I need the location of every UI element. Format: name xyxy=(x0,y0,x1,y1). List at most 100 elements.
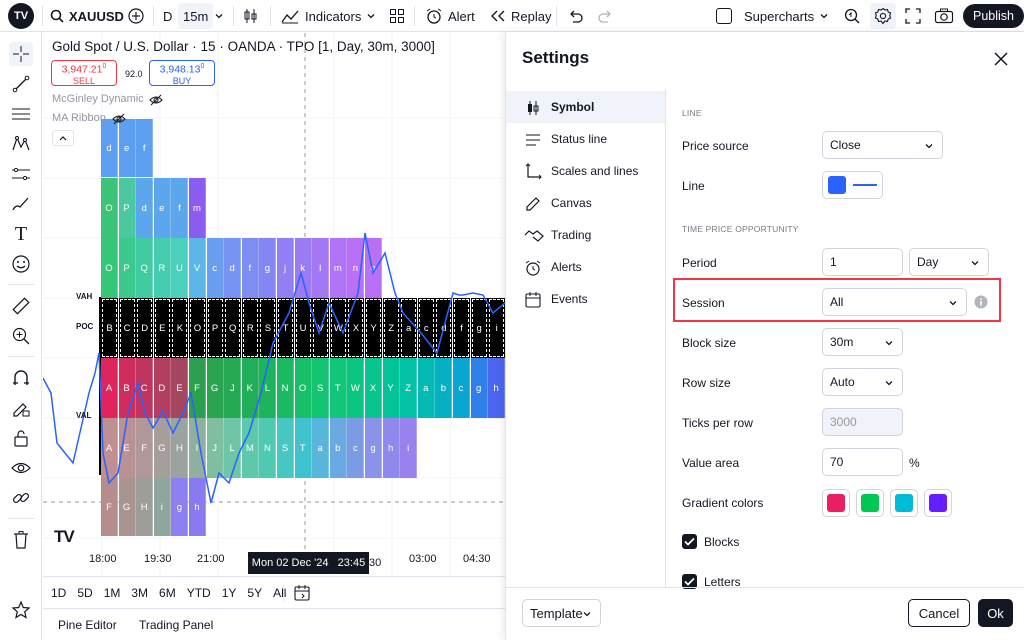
star-favorites-icon[interactable] xyxy=(9,598,33,622)
cancel-button[interactable]: Cancel xyxy=(908,599,970,627)
period-input[interactable]: 1 xyxy=(822,248,903,276)
quick-search-icon[interactable] xyxy=(843,0,861,32)
tradingview-logo-icon[interactable]: TV xyxy=(8,0,34,32)
ticks-per-row-input[interactable]: 3000 xyxy=(822,408,903,436)
letters-checkbox[interactable] xyxy=(682,574,697,589)
redo-icon[interactable] xyxy=(598,0,614,32)
range-6m[interactable]: 6M xyxy=(159,586,176,600)
collapse-legend-chevron-up-icon[interactable] xyxy=(52,130,74,146)
range-all[interactable]: All xyxy=(273,586,287,600)
value-area-input[interactable]: 70 xyxy=(822,448,903,476)
tpo-block: F xyxy=(136,418,154,478)
magnet-icon[interactable] xyxy=(9,366,33,390)
legend-mcginley[interactable]: McGinley Dynamic xyxy=(52,93,144,105)
session-select[interactable]: All xyxy=(822,288,967,316)
gradient-color-1[interactable] xyxy=(822,489,850,517)
tpo-block: c xyxy=(206,238,224,298)
legend-ma-ribbon[interactable]: MA Ribbon xyxy=(52,112,106,124)
alert-button[interactable]: Alert xyxy=(425,0,475,32)
ok-button[interactable]: Ok xyxy=(978,599,1013,627)
crosshair-icon[interactable] xyxy=(9,42,33,66)
nav-symbol[interactable]: Symbol xyxy=(506,91,665,123)
session-value: All xyxy=(830,295,844,309)
range-1m[interactable]: 1M xyxy=(103,586,121,600)
sell-button[interactable]: 3,947.210 SELL xyxy=(51,60,117,86)
interval-d[interactable]: D xyxy=(163,8,173,24)
publish-button[interactable]: Publish xyxy=(963,4,1024,28)
calendar-goto-icon[interactable] xyxy=(293,584,311,602)
gradient-color-2[interactable] xyxy=(856,489,884,517)
layout-button[interactable]: Supercharts xyxy=(716,0,814,32)
fullscreen-icon[interactable] xyxy=(905,0,921,32)
gradient-color-3[interactable] xyxy=(890,489,918,517)
settings-gear-icon[interactable] xyxy=(870,3,896,29)
nav-label: Alerts xyxy=(551,260,582,274)
block-size-select[interactable]: 30m xyxy=(822,328,903,356)
template-dropdown[interactable]: Template xyxy=(522,599,601,627)
gradient-color-4[interactable] xyxy=(924,489,952,517)
range-1d[interactable]: 1D xyxy=(51,586,67,600)
info-icon[interactable] xyxy=(974,295,988,309)
nav-status-line[interactable]: Status line xyxy=(506,123,665,155)
range-5y[interactable]: 5Y xyxy=(247,586,263,600)
tab-pine-editor[interactable]: Pine Editor xyxy=(58,618,117,632)
period-unit-select[interactable]: Day xyxy=(909,248,989,276)
blocks-checkbox[interactable] xyxy=(682,534,697,549)
nav-alerts[interactable]: Alerts xyxy=(506,251,665,283)
replay-button[interactable]: Replay xyxy=(490,0,551,32)
tpo-block: g xyxy=(470,358,488,418)
compare-button[interactable] xyxy=(128,0,144,32)
tab-trading-panel[interactable]: Trading Panel xyxy=(139,618,214,632)
tpo-block: c xyxy=(417,298,435,358)
interval-15m[interactable]: 15m xyxy=(178,3,214,29)
link-icon[interactable] xyxy=(9,486,33,510)
chart-type-candles-icon[interactable] xyxy=(242,0,260,32)
line-style-picker[interactable] xyxy=(822,171,883,199)
tpo-block: a xyxy=(400,298,418,358)
symbol-search-button[interactable]: XAUUSD xyxy=(50,0,124,32)
trend-line-icon[interactable] xyxy=(9,72,33,96)
row-size-select[interactable]: Auto xyxy=(822,368,903,396)
nav-trading[interactable]: Trading xyxy=(506,219,665,251)
nav-scales-and-lines[interactable]: Scales and lines xyxy=(506,155,665,187)
tpo-block: i xyxy=(153,478,171,536)
ruler-icon[interactable] xyxy=(9,294,33,318)
templates-grid-icon[interactable] xyxy=(389,0,405,32)
color-swatch-fill xyxy=(827,494,845,512)
eye-icon[interactable] xyxy=(9,456,33,480)
tpo-block: i xyxy=(400,418,418,478)
nav-events[interactable]: Events xyxy=(506,283,665,315)
layout-chevron-down-icon[interactable] xyxy=(819,0,829,32)
hidden-eye-icon[interactable] xyxy=(112,113,126,125)
interval-chevron-down-icon[interactable] xyxy=(214,0,224,32)
text-tool-icon[interactable]: T xyxy=(14,222,28,245)
trash-icon[interactable] xyxy=(9,528,33,552)
projection-icon[interactable] xyxy=(9,162,33,186)
hidden-eye-icon[interactable] xyxy=(149,94,163,106)
lock-icon[interactable] xyxy=(9,426,33,450)
undo-icon[interactable] xyxy=(567,0,583,32)
lock-drawings-pencil-icon[interactable] xyxy=(9,396,33,420)
brush-icon[interactable] xyxy=(9,192,33,216)
tpo-block: h xyxy=(382,418,400,478)
camera-icon[interactable] xyxy=(934,0,954,32)
nav-canvas[interactable]: Canvas xyxy=(506,187,665,219)
range-ytd[interactable]: YTD xyxy=(186,586,211,600)
tpo-block: h xyxy=(488,358,505,418)
range-3m[interactable]: 3M xyxy=(131,586,149,600)
zoom-in-icon[interactable] xyxy=(9,324,33,348)
indicators-button[interactable]: Indicators xyxy=(281,0,361,32)
horizontal-lines-icon[interactable] xyxy=(9,102,33,126)
close-icon[interactable] xyxy=(993,51,1009,67)
tpo-block: n xyxy=(347,238,365,298)
indicators-chevron-down-icon[interactable] xyxy=(366,0,376,32)
pattern-icon[interactable] xyxy=(9,132,33,156)
tpo-block: e xyxy=(153,178,171,238)
range-1y[interactable]: 1Y xyxy=(221,586,237,600)
emoji-icon[interactable] xyxy=(9,252,33,276)
price-source-select[interactable]: Close xyxy=(822,131,943,159)
buy-button[interactable]: 3,948.130 BUY xyxy=(149,60,215,86)
checkmark-icon xyxy=(684,537,695,546)
range-5d[interactable]: 5D xyxy=(77,586,93,600)
